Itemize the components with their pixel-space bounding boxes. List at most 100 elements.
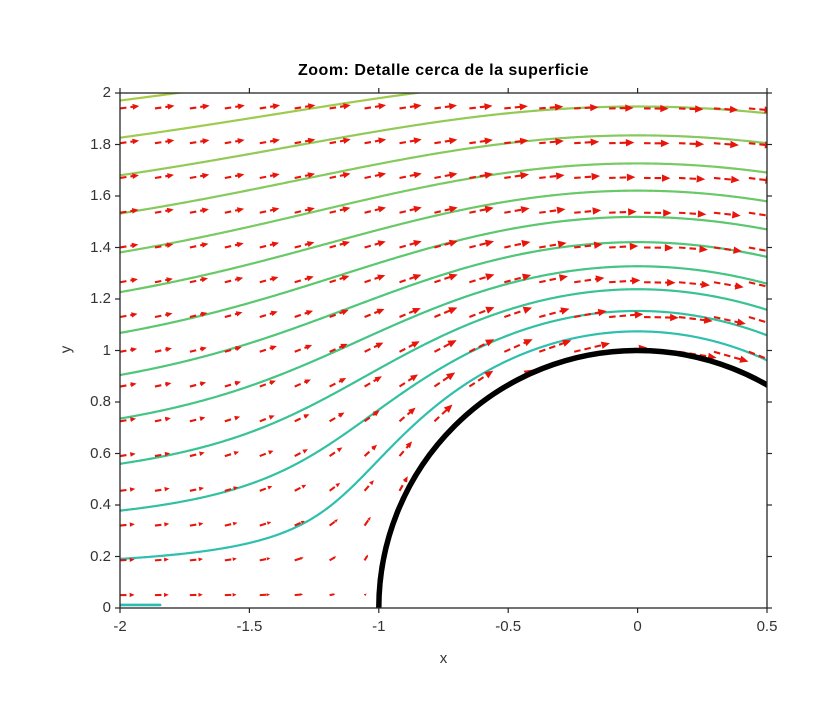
quiver-arrow: [259, 380, 276, 388]
arrowhead-icon: [413, 240, 422, 247]
arrowhead-icon: [557, 240, 567, 248]
quiver-arrow: [259, 103, 281, 110]
quiver-arrow: [259, 241, 279, 249]
streamline-9: [120, 105, 767, 177]
arrowhead-icon: [484, 239, 494, 247]
quiver-arrow: [748, 316, 767, 324]
quiver-arrow: [364, 274, 386, 284]
quiver-arrow: [329, 309, 349, 319]
arrowhead-icon: [412, 308, 421, 315]
arrowhead-icon: [305, 344, 313, 350]
arrowhead-icon: [695, 105, 704, 113]
quiver-arrow: [434, 273, 458, 284]
arrowhead-icon: [166, 277, 173, 283]
arrowhead-icon: [413, 103, 422, 110]
arrowhead-icon: [484, 171, 494, 179]
arrowhead-icon: [372, 410, 380, 417]
arrowhead-icon: [336, 447, 343, 453]
arrowhead-icon: [200, 346, 207, 352]
streamline-8: [120, 134, 767, 215]
quiver-arrow: [189, 276, 208, 284]
x-tick-label: -1.5: [236, 618, 263, 635]
arrowhead-icon: [201, 242, 209, 248]
arrowhead-icon: [130, 452, 136, 457]
quiver-arrow: [434, 137, 458, 145]
arrowhead-icon: [307, 206, 315, 213]
quiver-arrow: [748, 350, 767, 360]
quiver-arrow: [120, 312, 138, 319]
quiver-arrow: [120, 522, 135, 527]
x-tick-label: 0: [633, 618, 642, 635]
arrowhead-icon: [202, 172, 210, 179]
quiver-arrow: [120, 452, 136, 458]
arrowhead-icon: [703, 316, 713, 324]
arrowhead-icon: [164, 522, 170, 527]
arrowhead-icon: [768, 283, 777, 290]
quiver-arrow: [224, 276, 244, 284]
arrowhead-icon: [202, 103, 210, 110]
quiver-arrow: [434, 307, 458, 318]
quiver-arrow: [329, 593, 336, 597]
quiver-arrow: [294, 103, 316, 110]
quiver-arrow: [224, 311, 243, 319]
quiver-layer: [120, 103, 777, 598]
y-tick-label: 0.6: [90, 444, 111, 462]
quiver-arrow: [399, 274, 422, 284]
arrowhead-icon: [554, 103, 564, 111]
quiver-arrow: [678, 105, 704, 113]
arrowhead-icon: [412, 274, 422, 281]
arrowhead-icon: [371, 444, 377, 451]
quiver-arrow: [574, 308, 607, 319]
y-tick-label: 0.8: [90, 393, 111, 410]
quiver-arrow: [259, 557, 271, 562]
quiver-arrow: [154, 416, 171, 423]
arrowhead-icon: [631, 277, 641, 285]
arrowhead-icon: [343, 103, 351, 110]
quiver-arrow: [504, 240, 531, 249]
quiver-arrow: [469, 103, 493, 111]
arrowhead-icon: [164, 592, 169, 597]
arrowhead-icon: [562, 339, 572, 347]
quiver-arrow: [224, 593, 237, 597]
quiver-arrow: [329, 343, 348, 353]
arrowhead-icon: [232, 557, 237, 561]
arrowhead-icon: [340, 343, 348, 350]
quiver-arrow: [154, 487, 170, 492]
arrowhead-icon: [270, 310, 278, 317]
arrowhead-icon: [332, 593, 336, 596]
arrowhead-icon: [730, 175, 740, 184]
quiver-arrow: [224, 103, 245, 110]
quiver-arrow: [154, 451, 171, 458]
quiver-arrow: [748, 281, 777, 290]
quiver-arrow: [120, 592, 135, 598]
quiver-arrow: [120, 173, 139, 180]
streamlines-layer: [120, 93, 767, 607]
arrowhead-icon: [267, 485, 273, 490]
quiver-arrow: [224, 380, 241, 388]
arrowhead-icon: [199, 451, 205, 456]
arrowhead-icon: [413, 137, 422, 144]
arrowhead-icon: [234, 380, 241, 386]
quiver-arrow: [294, 414, 310, 423]
arrowhead-icon: [377, 274, 386, 281]
quiver-arrow: [678, 210, 707, 218]
arrowhead-icon: [376, 308, 385, 315]
arrowhead-icon: [166, 312, 173, 318]
arrowhead-icon: [449, 137, 458, 145]
arrowhead-icon: [448, 103, 457, 110]
quiver-arrow: [364, 206, 386, 214]
quiver-arrow: [294, 484, 307, 492]
quiver-arrow: [294, 206, 315, 214]
quiver-arrow: [398, 374, 419, 388]
quiver-arrow: [328, 482, 341, 492]
quiver-arrow: [364, 240, 386, 249]
quiver-arrow: [504, 137, 529, 145]
quiver-arrow: [748, 106, 767, 114]
quiver-arrow: [644, 209, 672, 217]
quiver-arrow: [224, 207, 245, 214]
arrowhead-icon: [558, 274, 568, 282]
arrowhead-icon: [129, 557, 135, 562]
arrowhead-icon: [131, 312, 138, 318]
quiver-arrow: [189, 522, 204, 527]
quiver-arrow: [189, 451, 205, 458]
